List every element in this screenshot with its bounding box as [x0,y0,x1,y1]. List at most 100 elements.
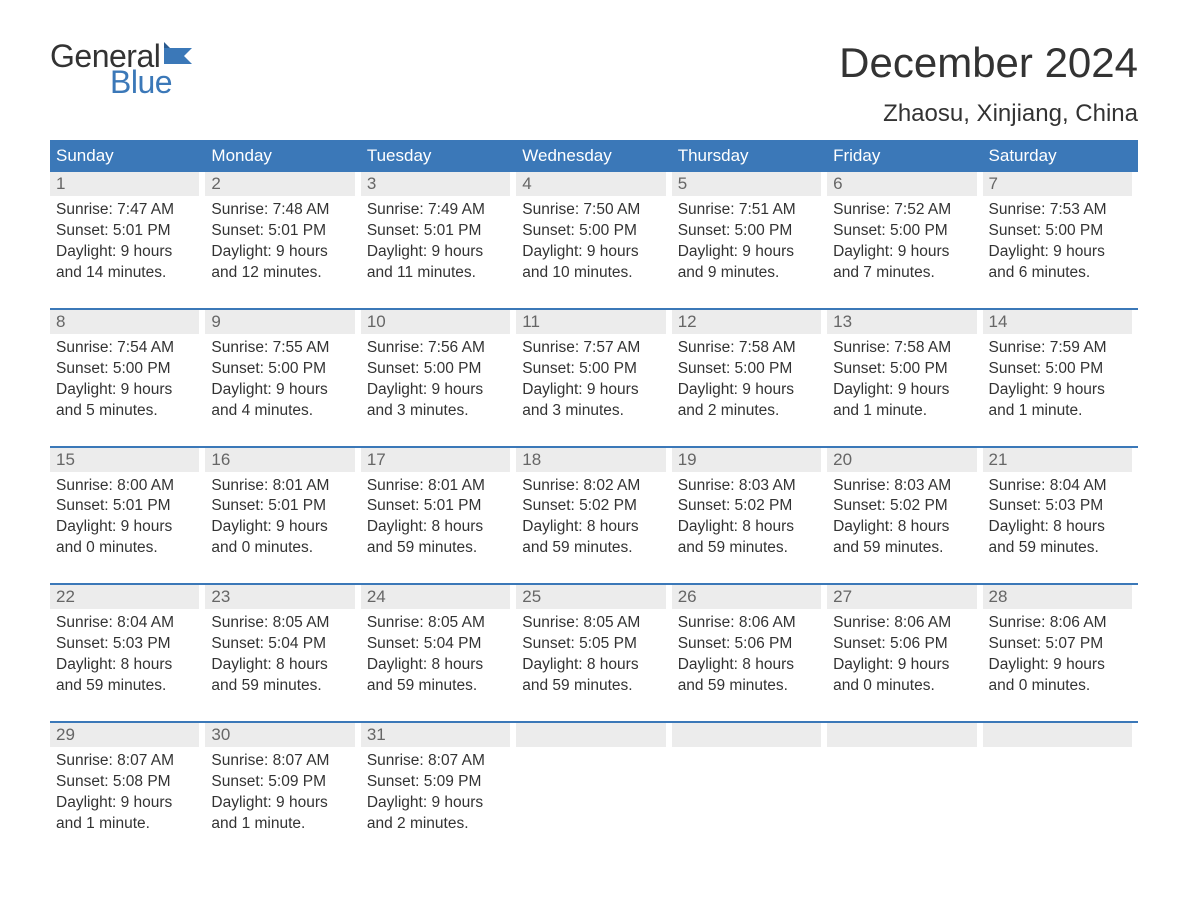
daylight-text-2: and 0 minutes. [833,676,976,697]
day-cell: 29Sunrise: 8:07 AMSunset: 5:08 PMDayligh… [50,723,205,841]
logo: General Blue [50,40,198,98]
daylight-text-2: and 1 minute. [56,814,199,835]
sunset-text: Sunset: 5:00 PM [367,359,510,380]
daylight-text-1: Daylight: 9 hours [678,380,821,401]
day-number-row: 18 [516,448,665,472]
day-number: 6 [833,174,842,193]
location-text: Zhaosu, Xinjiang, China [839,100,1138,128]
day-cell [827,723,982,841]
sunset-text: Sunset: 5:09 PM [367,772,510,793]
sunrise-text: Sunrise: 8:03 AM [678,476,821,497]
daylight-text-2: and 3 minutes. [367,401,510,422]
sunrise-text: Sunrise: 7:53 AM [989,200,1132,221]
week-row: 1Sunrise: 7:47 AMSunset: 5:01 PMDaylight… [50,172,1138,290]
daylight-text-2: and 59 minutes. [56,676,199,697]
day-number-row: 7 [983,172,1132,196]
day-cell [983,723,1138,841]
logo-text-blue: Blue [110,66,198,98]
day-details: Sunrise: 8:03 AMSunset: 5:02 PMDaylight:… [827,472,976,560]
day-number: 5 [678,174,687,193]
sunset-text: Sunset: 5:06 PM [678,634,821,655]
daylight-text-2: and 1 minute. [989,401,1132,422]
day-cell: 1Sunrise: 7:47 AMSunset: 5:01 PMDaylight… [50,172,205,290]
day-details: Sunrise: 8:04 AMSunset: 5:03 PMDaylight:… [983,472,1132,560]
day-number-row [827,723,976,747]
sunset-text: Sunset: 5:00 PM [989,359,1132,380]
sunrise-text: Sunrise: 7:49 AM [367,200,510,221]
daylight-text-2: and 2 minutes. [678,401,821,422]
day-number [989,725,994,744]
day-header: Sunday [50,140,205,172]
daylight-text-1: Daylight: 8 hours [522,655,665,676]
day-cell: 19Sunrise: 8:03 AMSunset: 5:02 PMDayligh… [672,448,827,566]
day-details: Sunrise: 7:50 AMSunset: 5:00 PMDaylight:… [516,196,665,284]
daylight-text-1: Daylight: 9 hours [678,242,821,263]
day-number: 13 [833,312,852,331]
daylight-text-2: and 59 minutes. [211,676,354,697]
daylight-text-2: and 1 minute. [833,401,976,422]
day-number: 19 [678,450,697,469]
day-number: 21 [989,450,1008,469]
day-number-row: 6 [827,172,976,196]
day-header: Wednesday [516,140,671,172]
day-number-row: 10 [361,310,510,334]
day-cell: 20Sunrise: 8:03 AMSunset: 5:02 PMDayligh… [827,448,982,566]
day-details: Sunrise: 7:57 AMSunset: 5:00 PMDaylight:… [516,334,665,422]
sunrise-text: Sunrise: 8:02 AM [522,476,665,497]
day-number [678,725,683,744]
daylight-text-2: and 6 minutes. [989,263,1132,284]
day-number: 7 [989,174,998,193]
day-number-row: 27 [827,585,976,609]
sunrise-text: Sunrise: 8:00 AM [56,476,199,497]
title-block: December 2024 Zhaosu, Xinjiang, China [839,40,1138,128]
day-number: 12 [678,312,697,331]
daylight-text-1: Daylight: 9 hours [211,242,354,263]
daylight-text-2: and 7 minutes. [833,263,976,284]
day-cell: 13Sunrise: 7:58 AMSunset: 5:00 PMDayligh… [827,310,982,428]
daylight-text-2: and 59 minutes. [678,676,821,697]
daylight-text-1: Daylight: 9 hours [56,380,199,401]
daylight-text-1: Daylight: 9 hours [211,517,354,538]
day-number-row: 19 [672,448,821,472]
sunset-text: Sunset: 5:01 PM [211,496,354,517]
day-number-row: 17 [361,448,510,472]
week-row: 22Sunrise: 8:04 AMSunset: 5:03 PMDayligh… [50,583,1138,703]
day-number-row: 3 [361,172,510,196]
daylight-text-1: Daylight: 9 hours [56,793,199,814]
sunset-text: Sunset: 5:00 PM [833,221,976,242]
day-cell: 14Sunrise: 7:59 AMSunset: 5:00 PMDayligh… [983,310,1138,428]
day-number-row: 26 [672,585,821,609]
daylight-text-2: and 59 minutes. [678,538,821,559]
day-number: 27 [833,587,852,606]
day-header: Friday [827,140,982,172]
sunrise-text: Sunrise: 7:51 AM [678,200,821,221]
day-number-row: 5 [672,172,821,196]
day-number: 22 [56,587,75,606]
calendar-page: General Blue December 2024 Zhaosu, Xinji… [0,0,1188,881]
day-number: 14 [989,312,1008,331]
sunrise-text: Sunrise: 8:07 AM [367,751,510,772]
day-details: Sunrise: 8:05 AMSunset: 5:04 PMDaylight:… [205,609,354,697]
daylight-text-1: Daylight: 9 hours [211,793,354,814]
day-number-row: 4 [516,172,665,196]
day-details: Sunrise: 8:07 AMSunset: 5:08 PMDaylight:… [50,747,199,835]
daylight-text-1: Daylight: 9 hours [522,380,665,401]
daylight-text-1: Daylight: 8 hours [833,517,976,538]
day-details: Sunrise: 8:05 AMSunset: 5:05 PMDaylight:… [516,609,665,697]
daylight-text-2: and 0 minutes. [989,676,1132,697]
sunset-text: Sunset: 5:06 PM [833,634,976,655]
sunrise-text: Sunrise: 7:47 AM [56,200,199,221]
day-cell: 11Sunrise: 7:57 AMSunset: 5:00 PMDayligh… [516,310,671,428]
sunset-text: Sunset: 5:09 PM [211,772,354,793]
day-cell: 7 Sunrise: 7:53 AMSunset: 5:00 PMDaylight… [983,172,1138,290]
daylight-text-1: Daylight: 9 hours [367,242,510,263]
day-details [672,747,821,751]
day-header-row: Sunday Monday Tuesday Wednesday Thursday… [50,140,1138,172]
sunset-text: Sunset: 5:03 PM [989,496,1132,517]
sunrise-text: Sunrise: 8:06 AM [678,613,821,634]
sunrise-text: Sunrise: 7:57 AM [522,338,665,359]
day-details: Sunrise: 7:53 AMSunset: 5:00 PMDaylight:… [983,196,1132,284]
week-row: 29Sunrise: 8:07 AMSunset: 5:08 PMDayligh… [50,721,1138,841]
day-cell: 16Sunrise: 8:01 AMSunset: 5:01 PMDayligh… [205,448,360,566]
day-cell: 28Sunrise: 8:06 AMSunset: 5:07 PMDayligh… [983,585,1138,703]
